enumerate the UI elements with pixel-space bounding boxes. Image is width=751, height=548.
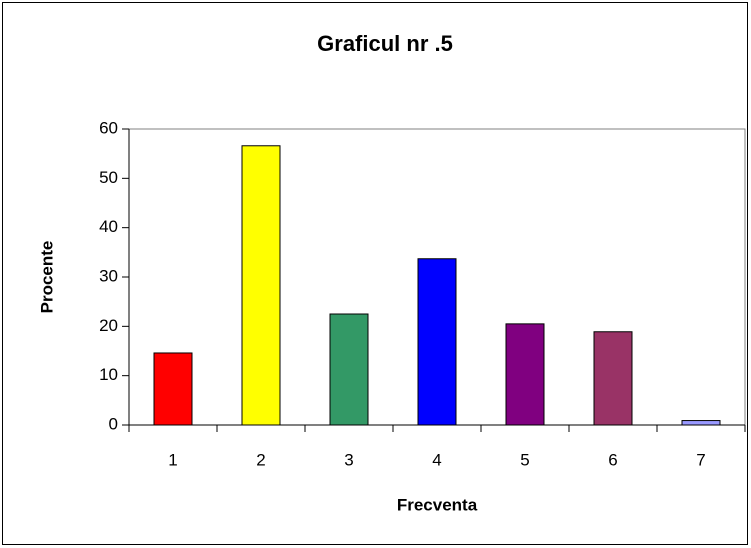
x-axis-title: Frecventa bbox=[397, 495, 478, 514]
chart-title: Graficul nr .5 bbox=[317, 31, 453, 56]
y-tick-label: 20 bbox=[99, 316, 118, 335]
bar bbox=[153, 352, 193, 426]
x-tick-label: 4 bbox=[432, 450, 441, 469]
x-tick-label: 6 bbox=[608, 450, 617, 469]
bar bbox=[681, 420, 721, 426]
x-tick-label: 1 bbox=[168, 450, 177, 469]
y-tick-label: 60 bbox=[99, 118, 118, 137]
y-tick-label: 30 bbox=[99, 266, 118, 285]
x-tick-label: 3 bbox=[344, 450, 353, 469]
x-tick-label: 2 bbox=[256, 450, 265, 469]
y-tick-label: 10 bbox=[99, 365, 118, 384]
x-tick-label: 7 bbox=[696, 450, 705, 469]
y-tick-label: 0 bbox=[109, 414, 118, 433]
plot-border bbox=[129, 128, 746, 425]
bar bbox=[593, 331, 633, 426]
bar bbox=[417, 258, 457, 426]
y-axis-title: Procente bbox=[37, 241, 56, 314]
bar bbox=[329, 313, 369, 426]
bar bbox=[241, 145, 281, 426]
y-tick-label: 40 bbox=[99, 217, 118, 236]
x-tick-label: 5 bbox=[520, 450, 529, 469]
y-tick-label: 50 bbox=[99, 168, 118, 187]
bar bbox=[505, 323, 545, 426]
